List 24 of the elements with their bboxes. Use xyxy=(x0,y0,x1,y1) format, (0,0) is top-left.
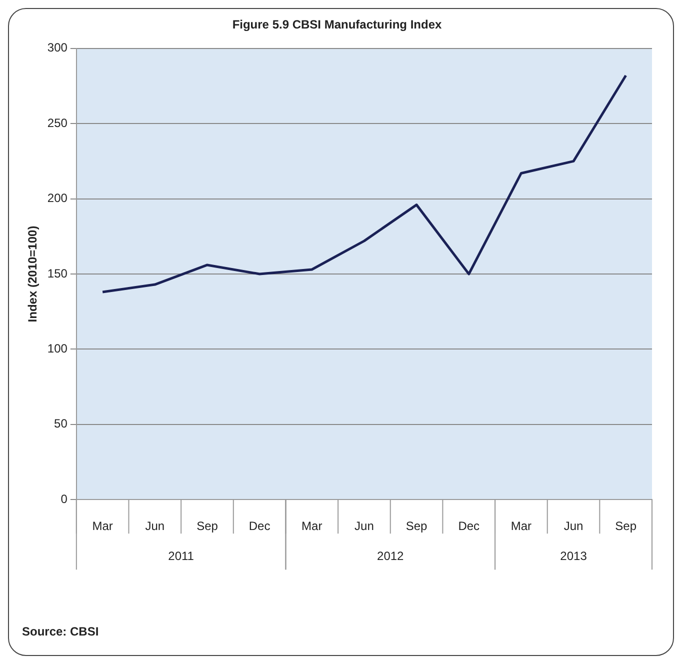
y-tick-label: 300 xyxy=(47,40,68,55)
x-tick-label: Jun xyxy=(145,519,165,534)
source-note: Source: CBSI xyxy=(22,624,99,638)
y-tick-label: 200 xyxy=(47,191,68,206)
x-tick-label: Sep xyxy=(196,519,218,534)
x-tick-label: Sep xyxy=(615,519,637,534)
x-tick-label: Mar xyxy=(510,519,532,534)
y-tick-label: 150 xyxy=(47,266,68,280)
x-tick-label: Sep xyxy=(406,519,428,534)
chart-title: Figure 5.9 CBSI Manufacturing Index xyxy=(232,18,442,32)
text: 2012 xyxy=(377,548,404,563)
x-tick-label: Jun xyxy=(564,519,584,534)
y-axis-title: Index (2010=100) xyxy=(26,226,40,322)
y-tick-label: 0 xyxy=(60,492,68,506)
y-tick-label: 50 xyxy=(54,416,68,431)
x-tick-label: Mar xyxy=(302,519,322,534)
x-tick-label: Dec xyxy=(248,519,270,534)
text: 2013 xyxy=(560,548,588,563)
x-tick-label: Jun xyxy=(354,519,374,534)
x-tick-label: Mar xyxy=(92,519,113,534)
y-tick-label: 250 xyxy=(47,116,68,130)
x-tick-label: Dec xyxy=(458,519,480,534)
text: 2011 xyxy=(168,548,194,563)
y-tick-label: 100 xyxy=(47,342,68,356)
